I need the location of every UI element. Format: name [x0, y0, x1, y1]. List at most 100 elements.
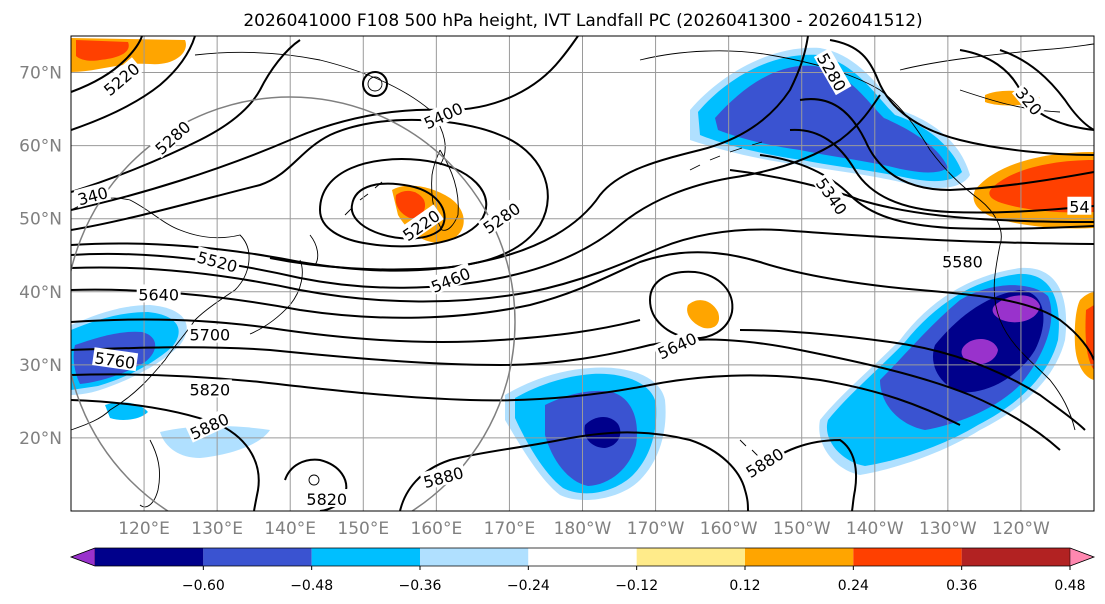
colorbar-tick-label: −0.48 — [290, 578, 333, 594]
lon-label: 130°W — [919, 519, 977, 539]
contour-5820 — [71, 373, 961, 426]
lon-label: 120°W — [992, 519, 1050, 539]
contour-label: 5580 — [940, 251, 985, 272]
contour-5340-ne — [799, 98, 1094, 192]
colorbar-segment — [961, 548, 1070, 566]
coast-aleutians — [689, 141, 763, 171]
contour-label-text: 5700 — [189, 326, 230, 345]
contour-label: 5820 — [304, 489, 349, 509]
lat-label: 70°N — [19, 64, 62, 84]
coast-na-west — [993, 244, 1076, 431]
contour-label-bg — [194, 246, 242, 275]
contour-5340-w — [71, 39, 301, 193]
contour-label-text: 54 — [1069, 198, 1089, 217]
contour-label-bg — [136, 284, 181, 303]
gridlines — [71, 36, 1094, 511]
contour-5880-e — [759, 438, 858, 511]
coastlines — [71, 43, 1094, 508]
colorbar-segment — [636, 548, 745, 566]
contour-label-bg — [812, 172, 853, 219]
contour-label-bg — [419, 97, 467, 133]
contour-5400 — [71, 36, 579, 211]
contour-label-bg — [477, 197, 525, 238]
lat-label: 30°N — [19, 356, 62, 376]
colorbar-extend-min — [70, 547, 96, 567]
colorbar-segment — [203, 548, 312, 566]
coast-kamchatka — [431, 149, 459, 231]
shade-nw-red — [76, 40, 129, 61]
contour-label-text: 5640 — [138, 285, 179, 304]
lon-label: 140°E — [264, 519, 316, 539]
lon-label: 160°W — [700, 519, 758, 539]
lon-label: 170°E — [484, 519, 536, 539]
contour-5760 — [71, 338, 1061, 451]
contour-5220-low — [350, 182, 446, 240]
contour-label-bg — [187, 324, 232, 343]
contour-label-bg — [426, 262, 474, 296]
contour-5880-w — [71, 399, 260, 511]
colorbar-tick-label: 0.24 — [838, 578, 869, 594]
colorbar-ticks: −0.60 −0.48 −0.36 −0.24 −0.12 0.12 0.24 0.36 0.4… — [182, 566, 1086, 594]
coast-siberia — [194, 51, 446, 166]
contour-5280-ne — [829, 39, 1094, 156]
colorbar-tick-label: 0.48 — [1054, 578, 1085, 594]
contour-label-bg — [740, 442, 788, 482]
colorbar-segment — [311, 548, 420, 566]
colorbar-tick-label: −0.60 — [182, 578, 225, 594]
colorbar-tick-label: 0.36 — [946, 578, 977, 594]
contour-5640 — [71, 251, 1094, 361]
contour-label-bg — [92, 347, 139, 372]
contour-5460-ne — [759, 154, 1094, 230]
coast-canada — [899, 43, 1094, 113]
lon-label: 150°W — [773, 519, 831, 539]
colorbar-tick-label: 0.12 — [729, 578, 760, 594]
lon-label: 120°E — [118, 519, 170, 539]
contour-5280-low — [318, 158, 488, 248]
contour-5520 — [71, 94, 881, 289]
contour-5400-ne — [789, 128, 1094, 214]
contour-closed-nw — [362, 71, 388, 97]
coast-philippines — [139, 439, 161, 508]
colorbar-outline — [69, 547, 1096, 567]
contour-5280-nw — [71, 36, 196, 131]
contour-label-bg — [98, 57, 144, 100]
lon-label: 160°E — [411, 519, 463, 539]
colorbar — [69, 547, 1096, 567]
lon-label: 130°E — [191, 519, 243, 539]
lat-label: 40°N — [19, 283, 62, 303]
contour-label-text: 5820 — [306, 490, 347, 509]
contour-label-bg — [73, 181, 112, 208]
height-contours — [71, 36, 1094, 511]
contour-5220-nw — [71, 36, 143, 93]
contour-label-bg — [813, 47, 852, 96]
contour-label: 5820 — [187, 379, 232, 399]
contour-label-bg — [1067, 196, 1092, 215]
shade-west-light-2 — [160, 426, 270, 458]
lon-label: 140°W — [846, 519, 904, 539]
contour-label: 5640 — [136, 284, 181, 304]
coast-island-2 — [308, 474, 320, 486]
contour-label-text: 5580 — [942, 253, 983, 272]
map-title: 2026041000 F108 500 hPa height, IVT Land… — [243, 11, 922, 31]
contour-label: 5700 — [187, 324, 232, 345]
shade-kamchatka-red — [395, 190, 426, 219]
colorbar-segment — [420, 548, 529, 566]
latitude-labels: 70°N 60°N 50°N 40°N 30°N 20°N — [19, 64, 62, 449]
colorbar-tick-label: −0.12 — [615, 578, 658, 594]
colorbar-segment — [95, 548, 204, 566]
colorbar-segment — [528, 548, 637, 566]
lat-label: 60°N — [19, 137, 62, 157]
longitude-labels: 120°E 130°E 140°E 150°E 160°E 170°E 180°W 170°W… — [118, 519, 1050, 539]
contour-label-bg — [419, 461, 467, 491]
lon-label: 170°W — [627, 519, 685, 539]
coast-hawaii — [739, 439, 759, 457]
contour-5700 — [71, 318, 1086, 431]
contour-label-bg — [304, 489, 349, 508]
reference-circle — [71, 96, 516, 511]
lon-label: 180°W — [554, 519, 612, 539]
contour-5520-ne — [729, 169, 1094, 223]
contour-label-bg — [940, 251, 985, 270]
contour-label-text: 5820 — [189, 380, 230, 399]
shade-east-purple-2 — [961, 338, 998, 365]
